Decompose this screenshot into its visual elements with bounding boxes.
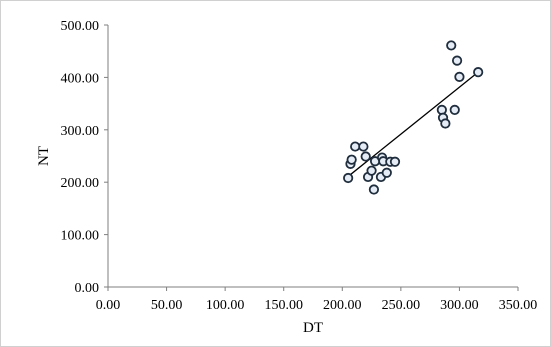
data-points [343, 40, 484, 195]
data-point [389, 156, 401, 167]
x-tick-label: 200.00 [323, 298, 362, 313]
y-axis-title: NT [36, 146, 52, 166]
y-tick-label: 300.00 [61, 124, 100, 139]
x-tick-label: 50.00 [151, 298, 183, 313]
x-axis-ticks: 0.00 50.00 100.00 150.00 200.00 250.00 300.00 3… [96, 287, 538, 313]
y-tick-label: 500.00 [61, 19, 100, 34]
x-tick-label: 0.00 [96, 298, 121, 313]
y-tick-label: 400.00 [61, 71, 100, 86]
data-point [350, 141, 361, 152]
y-tick-label: 200.00 [61, 176, 100, 191]
y-tick-label: 100.00 [61, 229, 100, 244]
x-tick-label: 350.00 [499, 298, 538, 313]
x-tick-label: 300.00 [440, 298, 479, 313]
data-point [454, 71, 465, 82]
data-point [451, 55, 463, 66]
data-point [358, 141, 369, 152]
data-point [446, 40, 457, 51]
data-point [346, 154, 357, 165]
data-point [343, 172, 354, 184]
data-point [449, 104, 460, 115]
y-axis-ticks: 0.00 100.00 200.00 300.00 400.00 500.00 [61, 19, 108, 296]
data-point [473, 67, 484, 78]
data-point [368, 184, 380, 195]
x-tick-label: 150.00 [264, 298, 303, 313]
x-tick-label: 250.00 [382, 298, 421, 313]
data-point [360, 151, 371, 162]
data-point [440, 118, 451, 129]
y-tick-label: 0.00 [75, 281, 100, 296]
data-point [381, 167, 392, 178]
x-tick-label: 100.00 [206, 298, 245, 313]
data-point [366, 165, 377, 176]
x-axis-title: DT [303, 320, 323, 336]
